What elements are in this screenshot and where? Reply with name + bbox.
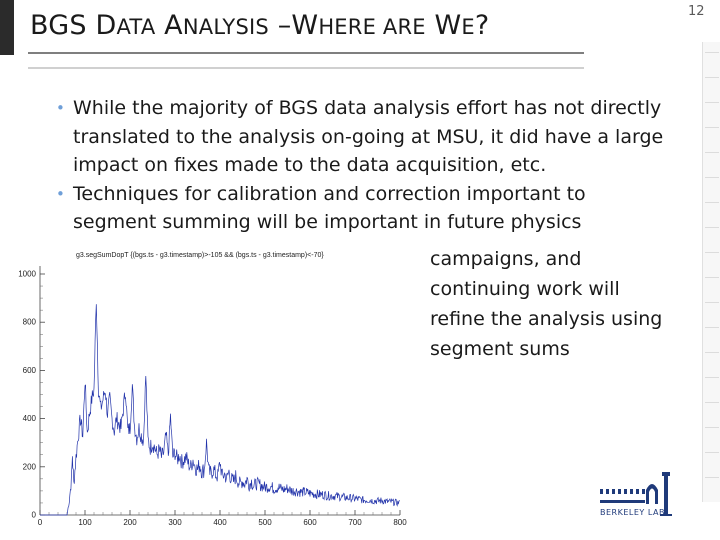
y-tick-label: 0 bbox=[32, 511, 37, 520]
right-rail-decoration bbox=[702, 42, 720, 502]
spectrum-line bbox=[40, 304, 400, 516]
rail-tick bbox=[705, 377, 719, 378]
bullet-item: • Techniques for calibration and correct… bbox=[28, 180, 688, 237]
bullet-dot-icon: • bbox=[56, 184, 65, 203]
bullet-line: continuing work will bbox=[430, 278, 620, 300]
rail-tick bbox=[705, 277, 719, 278]
slide-number: 12 bbox=[688, 4, 705, 19]
logo-text: BERKELEY LAB bbox=[600, 508, 665, 517]
x-tick-label: 0 bbox=[38, 518, 43, 527]
bullet-line: impact on fixes made to the data acquisi… bbox=[73, 154, 547, 176]
title-accent-bar bbox=[0, 0, 14, 55]
rail-tick bbox=[705, 127, 719, 128]
rail-tick bbox=[705, 227, 719, 228]
x-tick-label: 100 bbox=[78, 518, 92, 527]
rail-tick bbox=[705, 52, 719, 53]
x-tick-label: 300 bbox=[168, 518, 182, 527]
y-tick-label: 200 bbox=[23, 462, 37, 471]
title-bar: BGS DATA ANALYSIS –WHERE ARE WE? bbox=[0, 0, 720, 55]
x-tick-label: 800 bbox=[393, 518, 407, 527]
rail-tick bbox=[705, 152, 719, 153]
berkeley-lab-logo: BERKELEY LAB bbox=[600, 472, 672, 517]
bullet-item: • While the majority of BGS data analysi… bbox=[28, 94, 688, 180]
rail-tick bbox=[705, 402, 719, 403]
rail-tick bbox=[705, 477, 719, 478]
bullet-continuation: campaigns, and continuing work will refi… bbox=[430, 244, 690, 364]
bullet-line: translated to the analysis on-going at M… bbox=[73, 125, 664, 148]
x-tick-label: 500 bbox=[258, 518, 272, 527]
bullet-line: segment sums bbox=[430, 338, 570, 360]
title-rule-secondary bbox=[28, 67, 584, 69]
rail-tick bbox=[705, 252, 719, 253]
bullet-line: While the majority of BGS data analysis … bbox=[73, 97, 662, 119]
rail-tick bbox=[705, 452, 719, 453]
y-tick-label: 800 bbox=[23, 318, 37, 327]
title-rule bbox=[28, 52, 584, 54]
y-tick-label: 600 bbox=[23, 366, 37, 375]
rail-tick bbox=[705, 427, 719, 428]
bullet-line: segment summing will be important in fut… bbox=[73, 211, 582, 233]
y-tick-label: 1000 bbox=[18, 270, 36, 279]
rail-tick bbox=[705, 327, 719, 328]
bullet-dot-icon: • bbox=[56, 99, 65, 117]
bullet-line: refine the analysis using bbox=[430, 308, 663, 330]
x-tick-label: 600 bbox=[303, 518, 317, 527]
rail-tick bbox=[705, 177, 719, 178]
rail-tick bbox=[705, 302, 719, 303]
rail-tick bbox=[705, 202, 719, 203]
plot-caption: g3.segSumDopT {(bgs.ts - g3.timestamp)>-… bbox=[76, 252, 324, 259]
x-tick-label: 700 bbox=[348, 518, 362, 527]
rail-tick bbox=[705, 352, 719, 353]
x-tick-label: 400 bbox=[213, 518, 227, 527]
spectrum-plot: g3.segSumDopT {(bgs.ts - g3.timestamp)>-… bbox=[18, 252, 407, 527]
x-tick-label: 200 bbox=[123, 518, 137, 527]
rail-tick bbox=[705, 102, 719, 103]
bullet-list: • While the majority of BGS data analysi… bbox=[28, 94, 688, 237]
rail-tick bbox=[705, 77, 719, 78]
bullet-line: Techniques for calibration and correctio… bbox=[73, 182, 586, 205]
bullet-line: campaigns, and bbox=[430, 248, 582, 270]
slide-title: BGS DATA ANALYSIS –WHERE ARE WE? bbox=[30, 10, 490, 41]
y-tick-label: 400 bbox=[23, 414, 37, 423]
